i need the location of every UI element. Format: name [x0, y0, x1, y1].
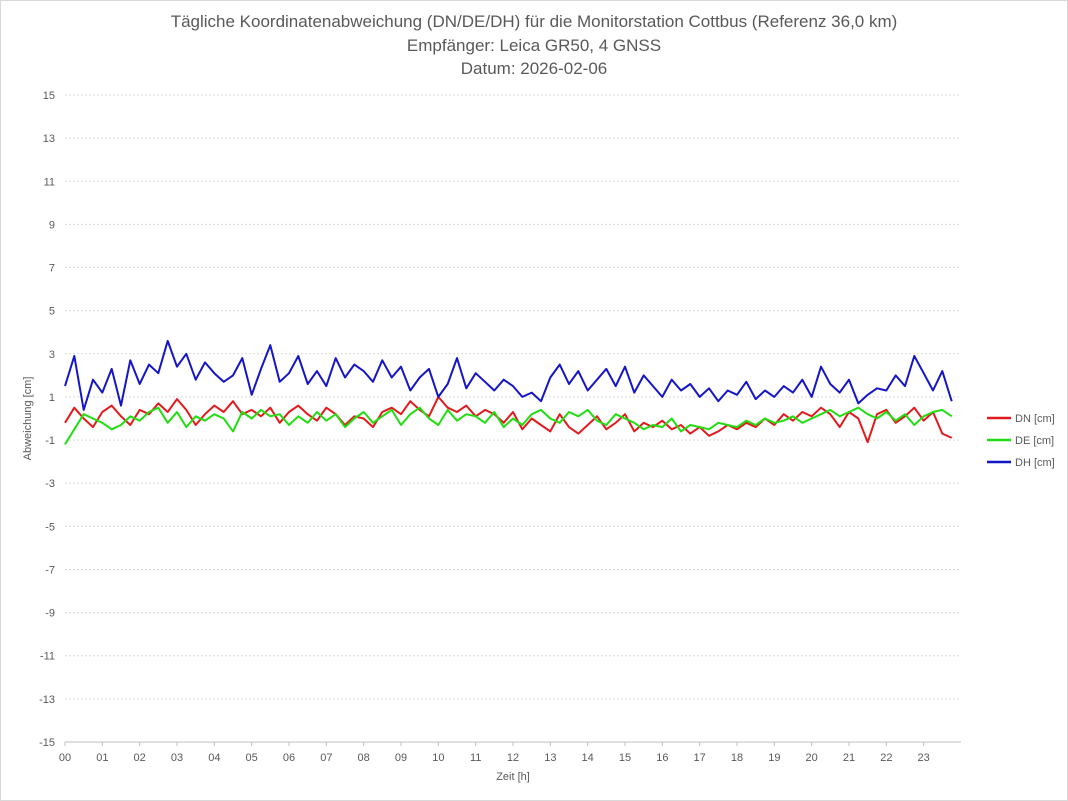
x-tick-label: 21 — [843, 752, 855, 764]
x-tick-label: 07 — [320, 752, 332, 764]
legend-label: DN [cm] — [1015, 413, 1055, 425]
chart-subtitle: Empfänger: Leica GR50, 4 GNSS — [406, 36, 662, 55]
y-tick-label: 5 — [49, 306, 55, 318]
x-axis-ticks: 00 01 02 03 04 05 06 07 08 09 10 11 12 13 14 15 16 17 18 19… — [59, 742, 930, 764]
x-tick-label: 08 — [358, 752, 370, 764]
x-axis-label: Zeit [h] — [496, 771, 530, 783]
x-tick-label: 11 — [470, 752, 481, 764]
series-line-2 — [64, 339, 953, 411]
x-tick-label: 09 — [395, 752, 407, 764]
x-tick-label: 03 — [171, 752, 183, 764]
chart-date: Datum: 2026-02-06 — [460, 59, 608, 78]
y-tick-label: 1 — [49, 392, 55, 404]
legend-label: DE [cm] — [1015, 435, 1054, 447]
y-tick-label: -13 — [39, 694, 55, 706]
x-tick-label: 17 — [694, 752, 706, 764]
gridlines — [65, 94, 961, 743]
x-tick-label: 05 — [246, 752, 258, 764]
x-tick-label: 10 — [432, 752, 444, 764]
x-tick-label: 13 — [544, 752, 556, 764]
series-line-0 — [64, 395, 953, 444]
x-tick-label: 14 — [582, 752, 594, 764]
x-tick-label: 18 — [731, 752, 743, 764]
x-tick-label: 15 — [619, 752, 631, 764]
y-tick-label: 7 — [49, 263, 55, 275]
x-tick-label: 19 — [768, 752, 780, 764]
y-tick-label: 9 — [49, 219, 55, 231]
y-tick-label: -1 — [45, 435, 55, 447]
legend: DN [cm] DE [cm] DH [cm] — [987, 413, 1055, 469]
series-line-1 — [64, 406, 953, 445]
x-tick-label: 04 — [208, 752, 220, 764]
y-tick-label: -5 — [45, 521, 55, 533]
y-tick-label: -11 — [40, 651, 55, 663]
y-tick-label: -7 — [45, 564, 55, 576]
y-axis-label: Abweichung [cm] — [22, 377, 34, 461]
x-tick-label: 02 — [134, 752, 146, 764]
legend-label: DH [cm] — [1015, 457, 1055, 469]
x-tick-label: 16 — [656, 752, 668, 764]
chart-title: Tägliche Koordinatenabweichung (DN/DE/DH… — [170, 12, 898, 31]
x-tick-label: 00 — [59, 752, 71, 764]
y-tick-label: 13 — [43, 133, 55, 145]
series-lines — [64, 339, 953, 445]
x-tick-label: 12 — [507, 752, 519, 764]
x-tick-label: 22 — [880, 752, 892, 764]
x-tick-label: 06 — [283, 752, 295, 764]
y-tick-label: 11 — [44, 176, 55, 188]
y-axis-ticks: 15 13 11 9 7 5 3 1 -1 -3 -5 -7 -9 -11 -13 -15 — [39, 90, 55, 749]
x-tick-label: 23 — [918, 752, 930, 764]
x-tick-label: 20 — [806, 752, 818, 764]
y-tick-label: 15 — [43, 90, 55, 102]
x-tick-label: 01 — [96, 752, 108, 764]
y-tick-label: -9 — [45, 608, 55, 620]
y-tick-label: -3 — [45, 478, 55, 490]
y-tick-label: -15 — [39, 737, 55, 749]
y-tick-label: 3 — [49, 349, 55, 361]
